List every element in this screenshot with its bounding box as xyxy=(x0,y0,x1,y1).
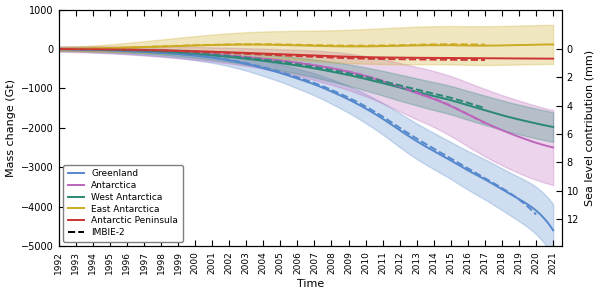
Y-axis label: Sea level contribution (mm): Sea level contribution (mm) xyxy=(584,50,595,206)
Legend: Greenland, Antarctica, West Antarctica, East Antarctica, Antarctic Peninsula, IM: Greenland, Antarctica, West Antarctica, … xyxy=(63,165,182,242)
Y-axis label: Mass change (Gt): Mass change (Gt) xyxy=(5,79,16,177)
X-axis label: Time: Time xyxy=(296,279,324,289)
